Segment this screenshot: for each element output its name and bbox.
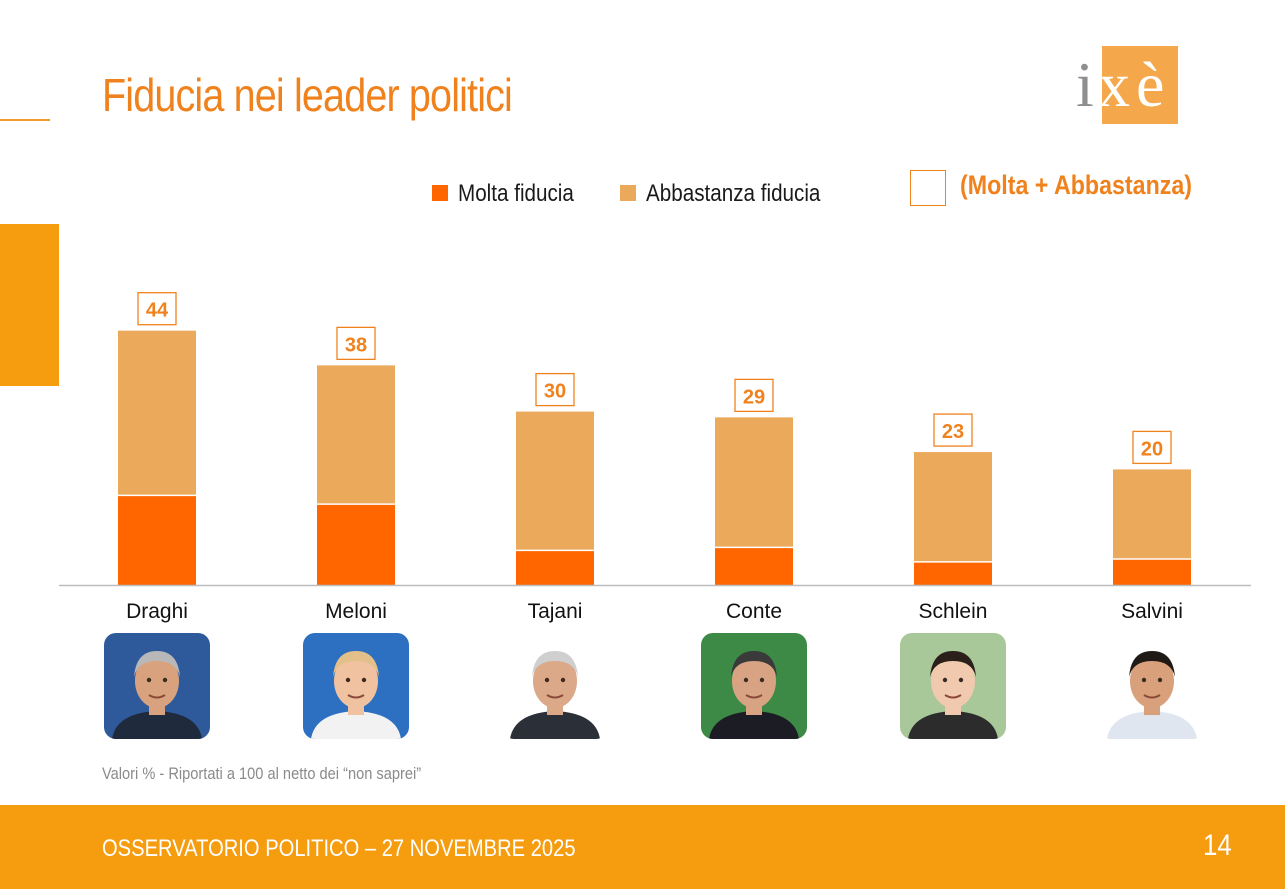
bar-molta-meloni (317, 504, 395, 585)
tick-label-schlein: Schlein (918, 600, 988, 623)
portrait-icon (900, 633, 1006, 739)
svg-text:è: è (1136, 49, 1164, 120)
bar-molta-salvini (1113, 558, 1191, 585)
total-label-box-conte (734, 378, 774, 413)
legend-swatch-total (910, 170, 946, 206)
side-accent-block (0, 224, 59, 386)
tick-label-salvini: Salvini (1121, 600, 1183, 623)
legend-swatch-abbastanza (620, 184, 636, 201)
bar-abbastanza-schlein (914, 452, 992, 562)
total-label-draghi: 44 (146, 300, 169, 322)
footer-bar: OSSERVATORIO POLITICO – 27 NOVEMBRE 2025… (0, 805, 1285, 889)
svg-text:x: x (1098, 49, 1130, 120)
footnote: Valori % - Riportati a 100 al netto dei … (102, 764, 422, 783)
bar-molta-tajani (516, 550, 594, 585)
tick-label-meloni: Meloni (325, 600, 387, 623)
title-rule (0, 119, 50, 121)
legend-item-abbastanza: Abbastanza fiducia (620, 180, 849, 208)
total-label-salvini: 20 (1141, 438, 1163, 460)
tick-label-conte: Conte (725, 600, 783, 623)
total-label-box-draghi (137, 292, 177, 326)
tick-label-draghi: Draghi (126, 600, 188, 623)
bar-abbastanza-meloni (317, 365, 395, 505)
total-label-tajani: 30 (544, 381, 566, 403)
photo-salvini (1099, 633, 1205, 739)
portrait-icon (502, 633, 608, 739)
logo: i x è (1074, 42, 1178, 126)
photo-schlein (900, 633, 1006, 739)
footer-text: OSSERVATORIO POLITICO – 27 NOVEMBRE 2025 (102, 835, 576, 862)
photo-draghi (104, 633, 210, 739)
legend-swatch-molta (432, 184, 448, 201)
legend-label-total: (Molta + Abbastanza) (960, 170, 1193, 200)
portrait-icon (104, 633, 210, 739)
legend-item-molta: Molta fiducia (432, 180, 593, 208)
portrait-icon (303, 633, 409, 739)
legend-label-molta: Molta fiducia (458, 180, 574, 207)
portrait-icon (1099, 633, 1205, 739)
total-label-box-salvini (1132, 430, 1172, 465)
bar-molta-draghi (118, 495, 196, 585)
total-label-conte: 29 (743, 386, 765, 408)
page-number: 14 (1203, 829, 1232, 862)
svg-text:i: i (1076, 49, 1094, 120)
stacked-bar-chart: 44 38 30 29 23 20 (59, 292, 1251, 587)
total-label-schlein: 23 (942, 421, 964, 443)
portrait-icon (701, 633, 807, 739)
bar-molta-schlein (914, 561, 992, 585)
bar-abbastanza-tajani (516, 411, 594, 551)
bar-abbastanza-conte (715, 417, 793, 548)
total-label-box-tajani (535, 372, 575, 407)
page-title: Fiducia nei leader politici (102, 69, 513, 121)
photo-meloni (303, 633, 409, 739)
bar-abbastanza-draghi (118, 330, 196, 496)
total-label-meloni: 38 (345, 334, 367, 356)
bar-molta-conte (715, 547, 793, 585)
logo-icon: i x è (1076, 46, 1178, 124)
total-label-box-schlein (933, 413, 973, 447)
legend-label-abbastanza: Abbastanza fiducia (646, 180, 821, 207)
photo-conte (701, 633, 807, 739)
total-label-box-meloni (336, 326, 376, 361)
photo-tajani (502, 633, 608, 739)
bar-abbastanza-salvini (1113, 469, 1191, 559)
tick-label-tajani: Tajani (527, 600, 583, 623)
